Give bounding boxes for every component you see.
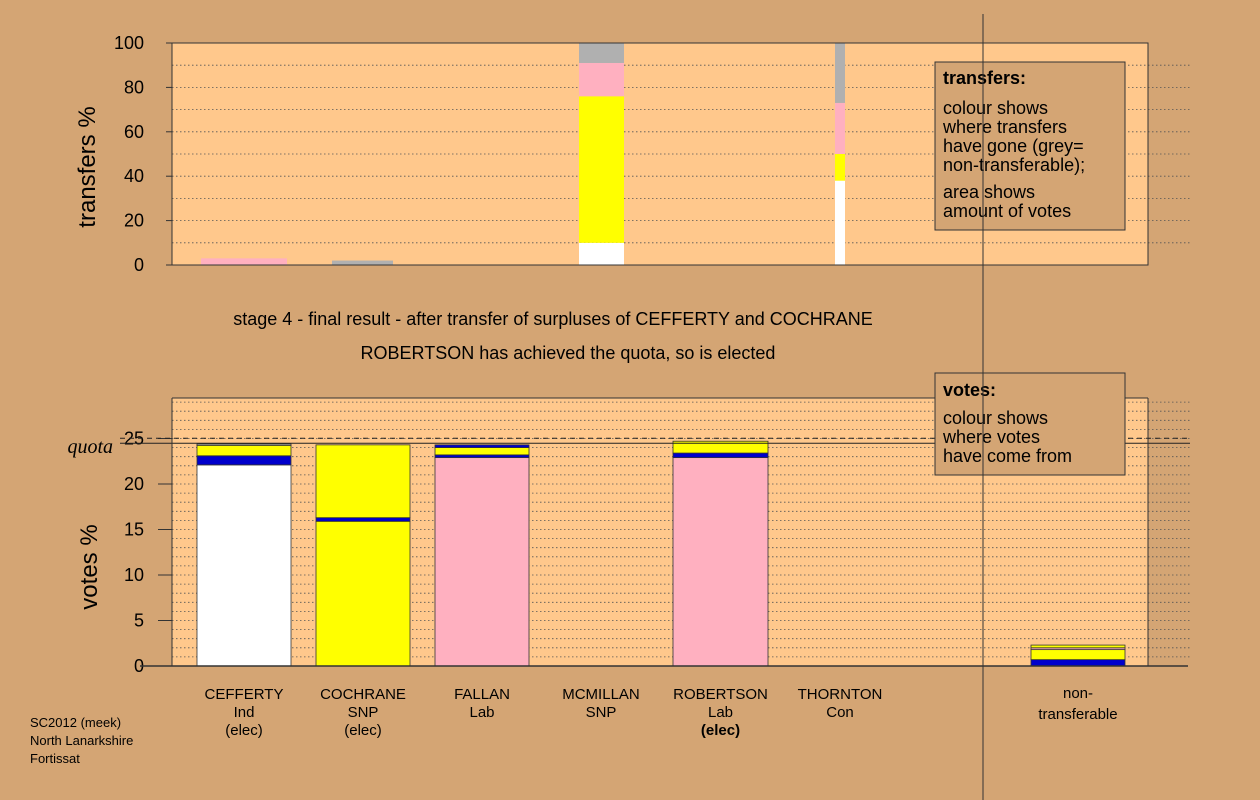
transfers-y-axis-title: transfers % — [74, 106, 101, 227]
transfer-bar-segment — [579, 62, 624, 97]
vote-bar-segment — [315, 520, 411, 667]
candidate-label: Lab — [469, 704, 494, 721]
votes-y-tick-label: 5 — [134, 611, 144, 631]
footer-line: Fortissat — [30, 751, 80, 766]
transfers-legend-line: non-transferable); — [943, 155, 1085, 175]
vote-bar-segment — [434, 444, 530, 448]
transfers-y-tick-label: 80 — [124, 77, 144, 97]
transfer-bar-segment — [835, 154, 845, 181]
transfers-y-tick-label: 40 — [124, 166, 144, 186]
votes-legend-line: have come from — [943, 446, 1072, 466]
transfers-bars — [201, 43, 845, 265]
candidate-label: SNP — [348, 704, 379, 721]
votes-y-tick-label: 10 — [124, 565, 144, 585]
votes-bars — [196, 440, 1126, 667]
quota-label: quota — [67, 436, 113, 458]
candidate-label: THORNTON — [798, 686, 883, 703]
transfer-bar-segment — [579, 43, 624, 63]
vote-bar-segment — [672, 457, 769, 667]
vote-bar-segment — [672, 440, 769, 454]
candidate-label: ROBERTSON — [673, 686, 768, 703]
candidate-label: (elec) — [701, 722, 740, 739]
candidate-label: Lab — [708, 704, 733, 721]
transfers-legend-line: amount of votes — [943, 201, 1071, 221]
candidate-label: MCMILLAN — [562, 686, 640, 703]
transfers-legend-box — [934, 61, 1126, 231]
nontransferable-label: non- — [1063, 685, 1093, 702]
candidate-labels: CEFFERTYInd(elec)COCHRANESNP(elec)FALLAN… — [205, 686, 883, 739]
vote-bar-segment — [315, 444, 411, 519]
transfers-y-axis: 0 20 40 60 80 100 — [114, 33, 172, 275]
result-caption: ROBERTSON has achieved the quota, so is … — [361, 343, 776, 363]
transfers-legend-line: have gone (grey= — [943, 136, 1084, 156]
transfers-y-tick-label: 100 — [114, 33, 144, 53]
transfer-bar-segment — [835, 43, 845, 103]
votes-legend-line: where votes — [942, 427, 1040, 447]
candidate-label: SNP — [586, 704, 617, 721]
vote-bar-segment — [672, 452, 769, 459]
vote-bar-segment — [196, 444, 292, 457]
transfers-y-tick-label: 0 — [134, 255, 144, 275]
vote-bar-segment — [434, 457, 530, 667]
transfers-y-tick-label: 20 — [124, 211, 144, 231]
votes-y-axis-title: votes % — [76, 524, 103, 609]
footer-line: North Lanarkshire — [30, 733, 133, 748]
candidate-label: (elec) — [344, 722, 382, 739]
candidate-label: COCHRANE — [320, 686, 406, 703]
vote-bar-segment — [1030, 649, 1126, 661]
votes-y-tick-label: 0 — [134, 656, 144, 676]
vote-bar-segment — [434, 447, 530, 456]
candidate-label: CEFFERTY — [205, 686, 284, 703]
vote-bar-segment — [196, 455, 292, 466]
transfers-plot-frame — [171, 42, 1149, 266]
stage-caption: stage 4 - final result - after transfer … — [233, 309, 873, 329]
vote-bar-segment — [1030, 644, 1126, 649]
transfer-bar-segment — [579, 96, 624, 243]
candidate-label: FALLAN — [454, 686, 510, 703]
transfers-legend-line: colour shows — [943, 98, 1048, 118]
vote-bar-segment — [315, 517, 411, 522]
votes-legend-line: colour shows — [943, 408, 1048, 428]
candidate-label: (elec) — [225, 722, 263, 739]
footer-line: SC2012 (meek) — [30, 715, 121, 730]
transfers-legend-title: transfers: — [943, 68, 1026, 88]
transfer-bar-segment — [201, 258, 287, 265]
transfer-bar-segment — [579, 242, 624, 265]
votes-y-tick-label: 20 — [124, 474, 144, 494]
candidate-label: Con — [826, 704, 854, 721]
nontransferable-label: transferable — [1038, 706, 1117, 723]
transfer-bar-segment — [332, 260, 393, 265]
transfer-bar-segment — [835, 180, 845, 265]
votes-legend-box — [934, 372, 1126, 476]
transfers-y-tick-label: 60 — [124, 122, 144, 142]
vote-bar-segment — [1030, 659, 1126, 667]
vote-bar-segment — [434, 454, 530, 459]
votes-y-tick-label: 15 — [124, 520, 144, 540]
vote-bar-segment — [196, 443, 292, 446]
transfers-legend-line: where transfers — [942, 117, 1067, 137]
transfers-legend-line: area shows — [943, 182, 1035, 202]
vote-bar-segment — [196, 464, 292, 667]
candidate-label: Ind — [234, 704, 255, 721]
votes-legend-title: votes: — [943, 380, 996, 400]
transfer-bar-segment — [835, 102, 845, 154]
